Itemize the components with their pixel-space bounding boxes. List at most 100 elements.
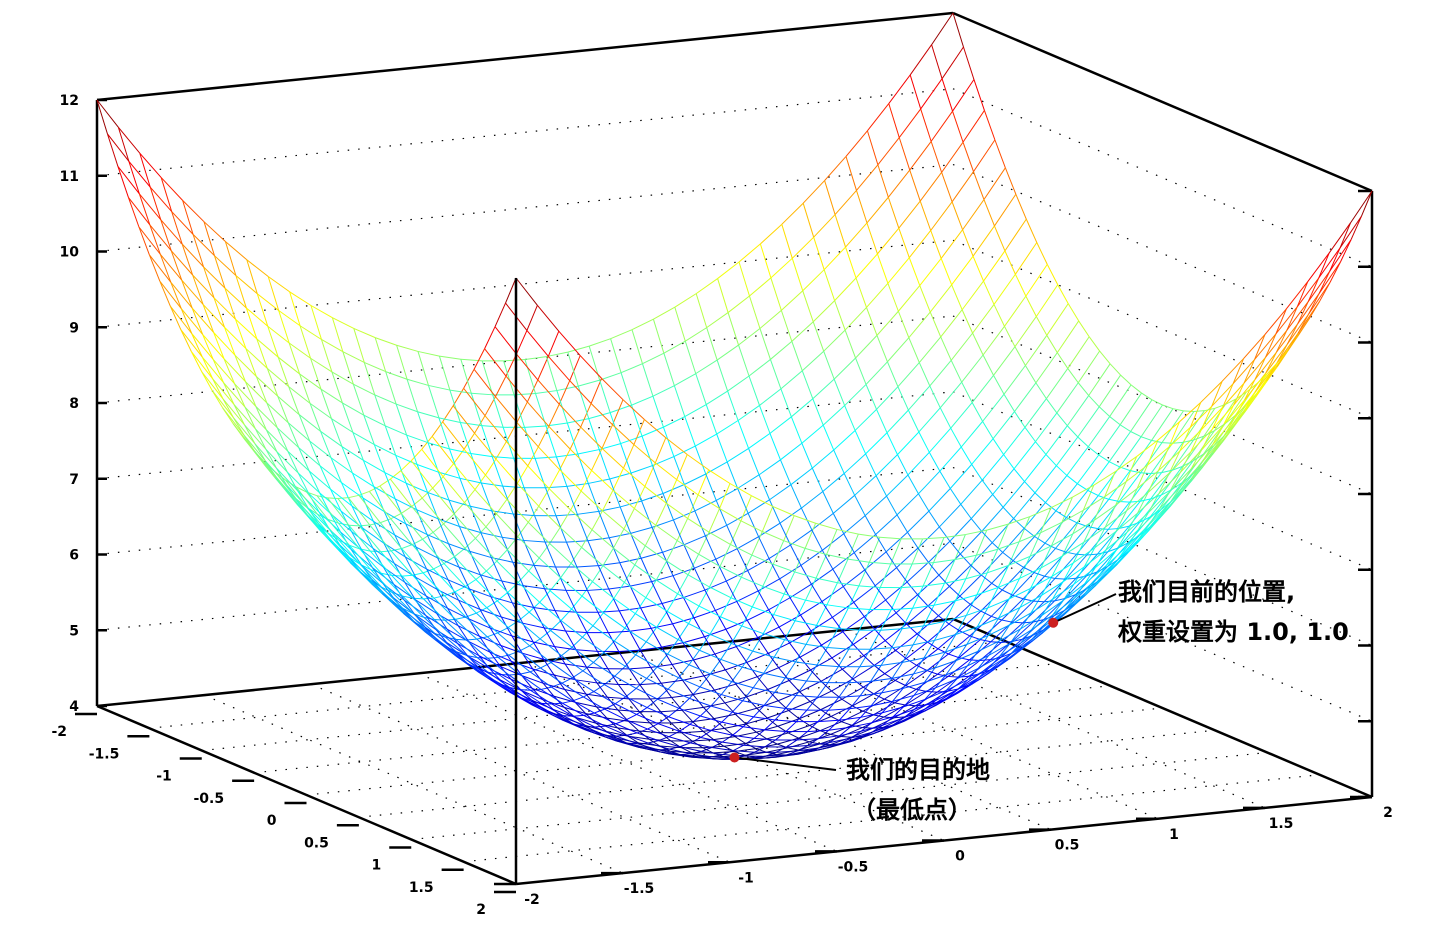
- mesh-segment: [882, 716, 894, 726]
- mesh-segment: [374, 337, 387, 372]
- mesh-segment: [1161, 410, 1184, 443]
- mesh-segment: [682, 636, 705, 644]
- mesh-segment: [759, 243, 772, 279]
- mesh-segment: [1105, 531, 1128, 551]
- mesh-segment: [841, 736, 852, 738]
- mesh-segment: [961, 280, 984, 311]
- mesh-segment: [331, 317, 344, 352]
- mesh-segment: [245, 348, 257, 377]
- mesh-segment: [560, 608, 572, 621]
- mesh-segment: [709, 659, 722, 675]
- mesh-segment: [538, 505, 561, 528]
- mesh-segment: [836, 528, 859, 535]
- mesh-segment: [1014, 382, 1037, 412]
- mesh-segment: [602, 489, 614, 511]
- mesh-segment: [875, 475, 887, 497]
- mesh-segment: [747, 570, 759, 592]
- mesh-segment: [699, 686, 722, 696]
- mesh-segment: [516, 422, 539, 448]
- mesh-segment: [473, 368, 496, 397]
- mesh-segment: [274, 471, 297, 500]
- mesh-segment: [572, 670, 584, 679]
- mesh-segment: [613, 597, 636, 615]
- mesh-segment: [982, 421, 994, 439]
- mesh-segment: [223, 358, 246, 382]
- mesh-segment: [1190, 449, 1203, 470]
- mesh-segment: [590, 403, 613, 426]
- mesh-segment: [804, 523, 817, 549]
- mesh-segment: [410, 460, 434, 489]
- mesh-segment: [988, 643, 1011, 656]
- mesh-segment: [629, 627, 652, 632]
- mesh-segment: [982, 393, 1005, 422]
- mesh-segment: [492, 456, 514, 459]
- mesh-segment: [505, 277, 517, 304]
- mesh-segment: [887, 283, 899, 312]
- mesh-segment: [650, 663, 673, 668]
- mesh-segment: [651, 527, 663, 553]
- mesh-segment: [423, 616, 435, 621]
- mesh-segment: [455, 616, 466, 620]
- mesh-segment: [1275, 306, 1298, 335]
- mesh-segment: [983, 280, 995, 305]
- mesh-segment: [853, 534, 876, 553]
- mesh-segment: [994, 193, 1017, 227]
- mesh-segment: [865, 432, 888, 455]
- mesh-segment: [491, 510, 514, 515]
- mesh-segment: [396, 345, 408, 380]
- mesh-segment: [843, 473, 856, 496]
- mesh-segment: [1212, 418, 1235, 446]
- mesh-segment: [735, 646, 748, 663]
- mesh-segment: [672, 575, 684, 598]
- mesh-segment: [922, 582, 945, 587]
- mesh-segment: [897, 386, 909, 411]
- mesh-segment: [956, 651, 978, 661]
- mesh-segment: [320, 431, 332, 458]
- mesh-segment: [779, 578, 791, 598]
- mesh-segment: [444, 591, 456, 597]
- mesh-segment: [1189, 402, 1202, 428]
- mesh-segment: [934, 633, 956, 641]
- mesh-segment: [1179, 401, 1202, 423]
- mesh-segment: [673, 456, 685, 485]
- mesh-segment: [904, 691, 927, 706]
- annotation-minimum-line1: 我们的目的地: [846, 756, 990, 784]
- mesh-segment: [255, 376, 268, 404]
- mesh-segment: [486, 600, 498, 609]
- mesh-segment: [898, 228, 910, 258]
- mesh-segment: [716, 433, 728, 463]
- mesh-segment: [555, 513, 578, 517]
- mesh-segment: [609, 472, 632, 480]
- mesh-segment: [586, 632, 598, 652]
- mesh-segment: [570, 490, 582, 511]
- mesh-segment: [1051, 555, 1063, 577]
- mesh-segment: [693, 617, 705, 637]
- mesh-segment: [1003, 365, 1026, 395]
- mesh-segment: [891, 644, 914, 649]
- mesh-segment: [1055, 510, 1067, 518]
- mesh-segment: [709, 586, 732, 599]
- mesh-segment: [609, 412, 622, 444]
- mesh-segment: [684, 473, 706, 485]
- mesh-segment: [876, 310, 899, 336]
- mesh-segment: [1014, 411, 1026, 428]
- mesh-segment: [321, 339, 344, 353]
- mesh-segment: [417, 350, 440, 357]
- mesh-segment: [662, 484, 685, 494]
- mesh-segment: [622, 444, 635, 469]
- mesh-segment: [876, 335, 888, 362]
- mesh-segment: [192, 234, 215, 257]
- mesh-segment: [492, 394, 504, 428]
- mesh-segment: [330, 457, 342, 483]
- mesh-segment: [554, 646, 577, 651]
- mesh-segment: [1106, 563, 1118, 575]
- mesh-segment: [833, 430, 856, 451]
- mesh-segment: [583, 696, 605, 710]
- mesh-segment: [1115, 488, 1138, 506]
- mesh-segment: [528, 570, 551, 592]
- mesh-segment: [939, 470, 951, 489]
- mesh-segment: [537, 356, 549, 381]
- mesh-segment: [820, 668, 843, 682]
- mesh-segment: [756, 731, 768, 740]
- mesh-segment: [455, 638, 478, 659]
